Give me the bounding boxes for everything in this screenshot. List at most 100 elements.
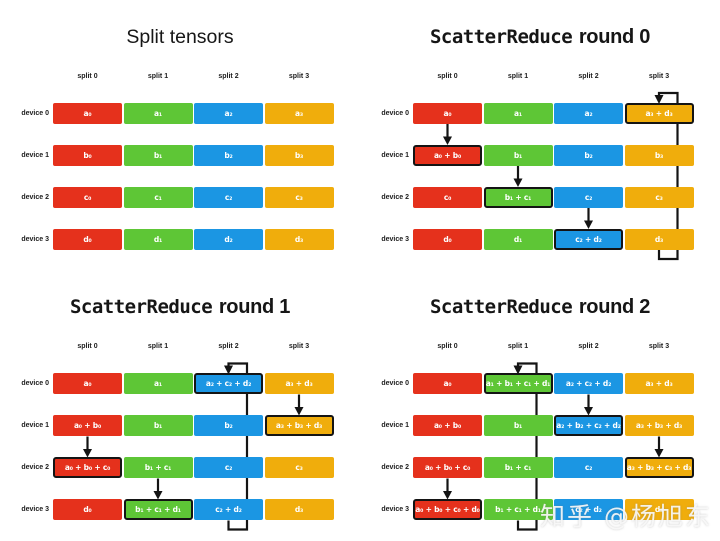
transfer-arrow xyxy=(584,394,593,416)
device-label: device 3 xyxy=(21,506,49,513)
panel-title-plain: Split tensors xyxy=(126,26,234,48)
split-headers: split 0 split 1 split 2 split 3 xyxy=(413,343,694,350)
tensor-cell: a₃ + b₃ + d₃ xyxy=(624,415,694,436)
tensor-cell: a₁ xyxy=(123,103,193,124)
tensor-cell: b₂ xyxy=(194,145,263,166)
tensor-cell: a₃ + d₃ xyxy=(624,373,694,394)
tensor-cell: a₂ xyxy=(554,103,623,124)
tensor-cell: a₂ + b₂ + c₂ + d₂ xyxy=(554,415,623,436)
tensor-cell: b₁ xyxy=(123,415,193,436)
tensor-cell: a₂ + c₂ + d₂ xyxy=(554,373,623,394)
device-label: device 2 xyxy=(381,194,409,201)
device-label: device 1 xyxy=(21,422,49,429)
transfer-arrow xyxy=(654,436,664,458)
device-label: device 2 xyxy=(21,464,49,471)
device-labels: device 0 device 1 device 2 device 3 xyxy=(0,373,49,520)
device-label: device 0 xyxy=(381,110,409,117)
device-label: device 3 xyxy=(381,506,409,513)
tensor-cell: b₀ xyxy=(53,145,122,166)
tensor-cell: c₀ xyxy=(53,187,122,208)
split-header: split 3 xyxy=(648,73,670,80)
device-labels: device 0 device 1 device 2 device 3 xyxy=(360,103,409,250)
split-header: split 0 xyxy=(437,343,458,350)
arrow-layer xyxy=(443,362,664,531)
tensor-cell: c₂ + d₂ xyxy=(554,229,623,250)
tensor-cell: b₁ xyxy=(483,415,553,436)
tensor-cell: d₃ xyxy=(624,229,694,250)
tensor-cell: a₁ xyxy=(483,103,553,124)
panel-title-code: ScatterReduce xyxy=(429,26,573,48)
arrow-layer xyxy=(83,362,304,531)
tensor-cell: c₂ xyxy=(554,457,623,478)
split-header: split 1 xyxy=(507,73,529,80)
device-labels: device 0 device 1 device 2 device 3 xyxy=(0,103,49,250)
panel-scatterreduce-round-0: ScatterReduce round 0 split 0 split 1 sp… xyxy=(360,0,720,270)
split-header: split 3 xyxy=(288,343,310,350)
tensor-cell: d₃ xyxy=(264,229,334,250)
device-label: device 1 xyxy=(21,152,49,159)
tensor-cell: b₁ + c₁ + d₁ xyxy=(483,499,553,520)
split-header: split 2 xyxy=(218,73,239,80)
device-label: device 3 xyxy=(381,236,409,243)
split-header: split 2 xyxy=(578,73,599,80)
panel-title-plain: round 1 xyxy=(218,296,291,318)
split-header: split 2 xyxy=(578,343,599,350)
transfer-arrow xyxy=(443,124,452,145)
transfer-arrow xyxy=(443,478,452,500)
split-header: split 1 xyxy=(147,343,169,350)
tensor-cell: d₁ xyxy=(123,229,193,250)
split-headers: split 0 split 1 split 2 split 3 xyxy=(413,73,694,80)
tensor-cell: c₂ + d₂ xyxy=(194,499,263,520)
device-label: device 0 xyxy=(381,380,409,387)
tensor-cell: a₀ + b₀ xyxy=(413,145,482,166)
panel-title: Split tensors xyxy=(0,24,360,49)
device-label: device 2 xyxy=(381,464,409,471)
tensor-cell: d₀ xyxy=(53,499,122,520)
device-labels: device 0 device 1 device 2 device 3 xyxy=(360,373,409,520)
transfer-arrow xyxy=(83,436,92,458)
tensor-cell: d₁ xyxy=(483,229,553,250)
panel-scatterreduce-round-1: ScatterReduce round 1 split 0 split 1 sp… xyxy=(0,270,360,541)
split-headers: split 0 split 1 split 2 split 3 xyxy=(53,73,334,80)
transfer-arrow xyxy=(294,394,304,416)
tensor-cell: a₂ + c₂ + d₂ xyxy=(194,373,263,394)
tensor-cell: a₀ + b₀ + c₀ xyxy=(53,457,122,478)
panel-title: ScatterReduce round 0 xyxy=(360,24,720,49)
tensor-cell: d₃ xyxy=(624,499,694,520)
panel-title: ScatterReduce round 1 xyxy=(0,294,360,319)
tensor-cell: c₃ xyxy=(264,457,334,478)
tensor-cell: a₀ + b₀ + c₀ + d₀ xyxy=(413,499,482,520)
tensor-grid: a₀ a₁ + b₁ + c₁ + d₁ a₂ + c₂ + d₂ a₃ + d… xyxy=(413,373,694,520)
tensor-cell: b₁ xyxy=(123,145,193,166)
tensor-cell: a₃ xyxy=(264,103,334,124)
panel-title-plain: round 0 xyxy=(578,26,651,48)
split-headers: split 0 split 1 split 2 split 3 xyxy=(53,343,334,350)
transfer-arrow xyxy=(584,208,593,229)
tensor-cell: a₃ + b₃ + d₃ xyxy=(264,415,334,436)
split-header: split 1 xyxy=(147,73,169,80)
tensor-cell: a₀ xyxy=(413,103,482,124)
tensor-cell: d₀ xyxy=(53,229,122,250)
device-label: device 2 xyxy=(21,194,49,201)
tensor-cell: c₂ + d₂ xyxy=(554,499,623,520)
panel-title-code: ScatterReduce xyxy=(429,296,573,318)
tensor-cell: b₁ + c₁ + d₁ xyxy=(123,499,193,520)
wrap-arrow xyxy=(513,362,538,531)
tensor-cell: a₂ xyxy=(194,103,263,124)
tensor-cell: a₀ + b₀ xyxy=(413,415,482,436)
tensor-grid: a₀ a₁ a₂ a₃ b₀ b₁ b₂ b₃ c₀ c₁ c₂ c₃ d₀ d… xyxy=(53,103,334,250)
tensor-cell: a₃ + d₃ xyxy=(624,103,694,124)
wrap-arrow xyxy=(654,91,679,261)
split-header: split 0 xyxy=(437,73,458,80)
panel-title-plain: round 2 xyxy=(578,296,651,318)
device-label: device 0 xyxy=(21,380,49,387)
panel-split-tensors: Split tensors split 0 split 1 split 2 sp… xyxy=(0,0,360,270)
device-label: device 1 xyxy=(381,152,409,159)
device-label: device 0 xyxy=(21,110,49,117)
split-header: split 2 xyxy=(218,343,239,350)
tensor-cell: a₀ xyxy=(413,373,482,394)
split-header: split 1 xyxy=(507,343,529,350)
tensor-cell: b₁ + c₁ xyxy=(483,187,553,208)
tensor-cell: a₀ xyxy=(53,103,122,124)
